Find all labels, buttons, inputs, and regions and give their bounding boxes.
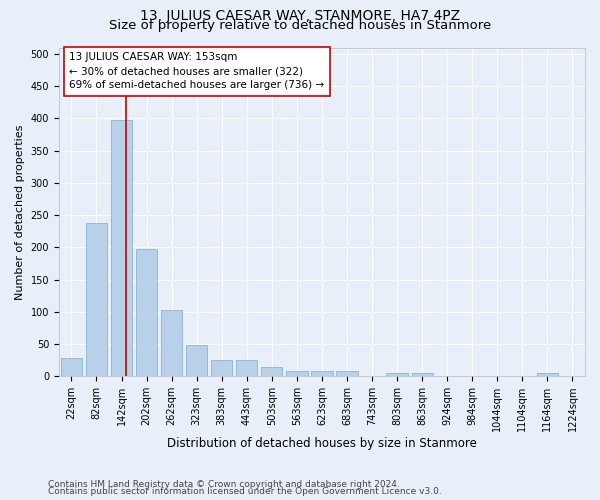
Text: Contains HM Land Registry data © Crown copyright and database right 2024.: Contains HM Land Registry data © Crown c… <box>48 480 400 489</box>
Bar <box>311 371 332 376</box>
Y-axis label: Number of detached properties: Number of detached properties <box>15 124 25 300</box>
Bar <box>186 346 208 376</box>
Bar <box>236 360 257 376</box>
X-axis label: Distribution of detached houses by size in Stanmore: Distribution of detached houses by size … <box>167 437 477 450</box>
Bar <box>261 367 283 376</box>
Bar <box>286 371 308 376</box>
Text: 13, JULIUS CAESAR WAY, STANMORE, HA7 4PZ: 13, JULIUS CAESAR WAY, STANMORE, HA7 4PZ <box>140 9 460 23</box>
Bar <box>337 371 358 376</box>
Bar <box>86 224 107 376</box>
Bar <box>537 373 558 376</box>
Text: Contains public sector information licensed under the Open Government Licence v3: Contains public sector information licen… <box>48 487 442 496</box>
Bar <box>136 249 157 376</box>
Bar <box>111 120 132 376</box>
Bar <box>386 373 408 376</box>
Text: Size of property relative to detached houses in Stanmore: Size of property relative to detached ho… <box>109 19 491 32</box>
Bar <box>211 360 232 376</box>
Bar <box>61 358 82 376</box>
Bar <box>412 373 433 376</box>
Text: 13 JULIUS CAESAR WAY: 153sqm
← 30% of detached houses are smaller (322)
69% of s: 13 JULIUS CAESAR WAY: 153sqm ← 30% of de… <box>70 52 325 90</box>
Bar <box>161 310 182 376</box>
